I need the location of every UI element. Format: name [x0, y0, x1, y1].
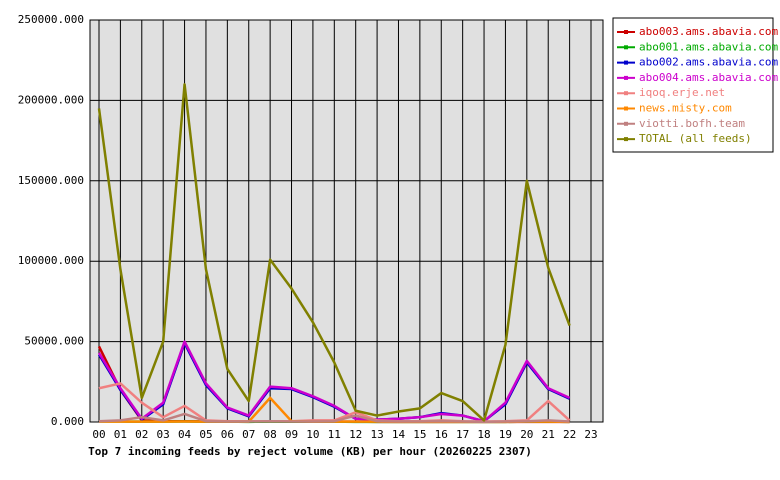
- plot-area: [89, 19, 604, 423]
- x-tick-label: 09: [285, 428, 298, 441]
- x-tick-label: 02: [135, 428, 148, 441]
- legend-label: news.misty.com: [639, 102, 732, 115]
- series-line: [97, 340, 571, 423]
- series-line: [98, 412, 570, 424]
- chart-title: Top 7 incoming feeds by reject volume (K…: [88, 445, 532, 458]
- y-tick-label: 50000.000: [24, 335, 84, 348]
- x-tick-label: 19: [499, 428, 512, 441]
- x-tick-label: 08: [264, 428, 277, 441]
- x-tick-label: 15: [413, 428, 426, 441]
- y-tick-label: 0.000: [51, 415, 84, 428]
- legend-box: [612, 17, 774, 153]
- x-tick-label: 20: [520, 428, 533, 441]
- x-tick-label: 04: [178, 428, 192, 441]
- x-tick-label: 17: [456, 428, 469, 441]
- legend-marker: [624, 30, 628, 34]
- x-tick-label: 06: [221, 428, 234, 441]
- legend-label: abo003.ams.abavia.com: [639, 25, 778, 38]
- legend-label: iqoq.erje.net: [639, 86, 725, 99]
- legend-marker: [624, 45, 628, 50]
- legend-label: abo004.ams.abavia.com: [639, 71, 778, 84]
- x-tick-label: 23: [584, 428, 597, 441]
- x-tick-label: 10: [306, 428, 319, 441]
- legend-label: abo002.ams.abavia.com: [639, 56, 778, 69]
- series-line: [97, 83, 571, 422]
- x-tick-label: 21: [542, 428, 555, 441]
- legend-label: abo001.ams.abavia.com: [639, 40, 778, 53]
- legend-label: TOTAL (all feeds): [639, 132, 752, 145]
- x-tick-label: 16: [435, 428, 448, 441]
- legend-marker: [624, 60, 628, 65]
- x-tick-label: 13: [370, 428, 383, 441]
- x-tick-label: 22: [563, 428, 576, 441]
- x-tick-label: 07: [242, 428, 255, 441]
- legend-marker: [624, 91, 628, 96]
- legend-marker: [624, 106, 628, 111]
- x-tick-label: 11: [328, 428, 341, 441]
- y-tick-label: 150000.000: [18, 174, 84, 187]
- y-tick-label: 200000.000: [18, 93, 84, 106]
- x-tick-label: 14: [392, 428, 406, 441]
- x-tick-label: 01: [114, 428, 127, 441]
- y-tick-label: 250000.000: [18, 13, 84, 26]
- legend-marker: [624, 75, 628, 80]
- x-tick-label: 12: [349, 428, 362, 441]
- legend-marker: [624, 137, 628, 142]
- x-tick-label: 05: [199, 428, 212, 441]
- x-tick-label: 00: [92, 428, 105, 441]
- legend-marker: [624, 121, 628, 126]
- x-tick-label: 03: [157, 428, 170, 441]
- legend-label: viotti.bofh.team: [639, 117, 745, 130]
- y-tick-label: 100000.000: [18, 254, 84, 267]
- x-tick-label: 18: [477, 428, 490, 441]
